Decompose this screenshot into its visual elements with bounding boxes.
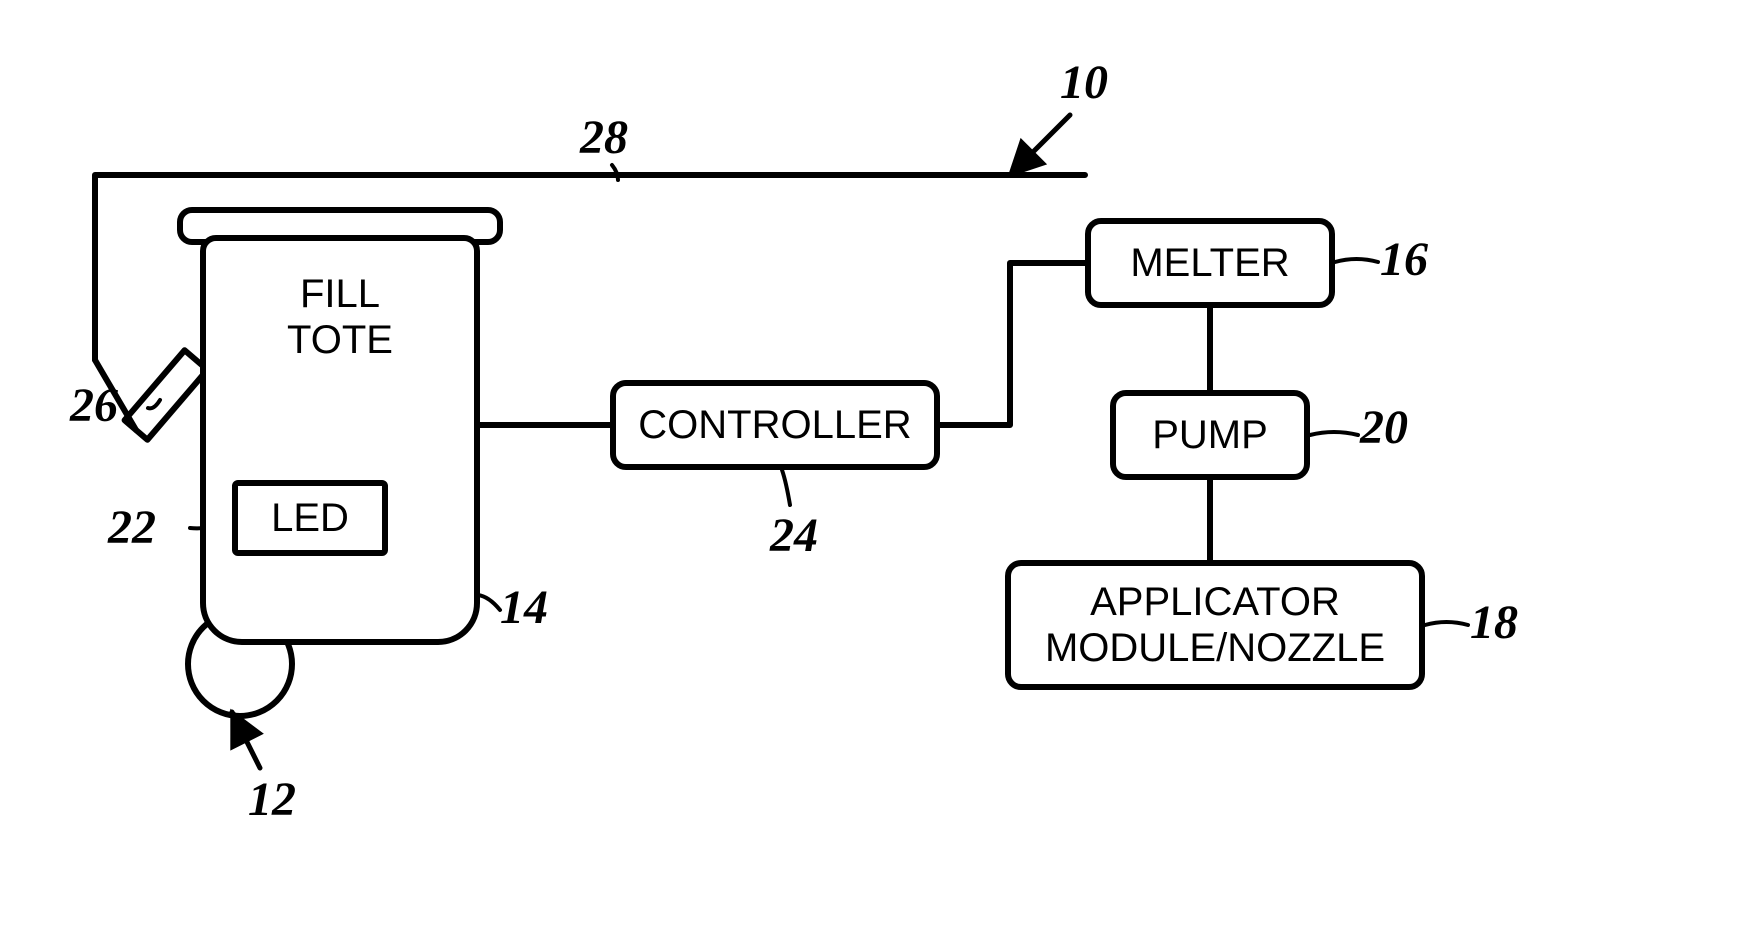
ref-12: 12	[248, 772, 296, 827]
pump-label: PUMP	[1152, 412, 1268, 458]
led-label: LED	[271, 495, 349, 541]
ref-16: 16	[1380, 232, 1428, 287]
fill-tote: FILL TOTE	[200, 235, 480, 645]
fill-tote-text-2: TOTE	[287, 318, 393, 362]
controller-block: CONTROLLER	[610, 380, 940, 470]
diagram-canvas: FILL TOTE LED CONTROLLER MELTER PUMP APP…	[0, 0, 1751, 930]
pump-block: PUMP	[1110, 390, 1310, 480]
ref-14: 14	[500, 580, 548, 635]
ref-10: 10	[1060, 55, 1108, 110]
applicator-label: APPLICATOR MODULE/NOZZLE	[1045, 579, 1385, 671]
ref-20: 20	[1360, 400, 1408, 455]
ref-26: 26	[70, 378, 118, 433]
applicator-block: APPLICATOR MODULE/NOZZLE	[1005, 560, 1425, 690]
controller-label: CONTROLLER	[638, 402, 911, 448]
ref-24: 24	[770, 508, 818, 563]
ref-28: 28	[580, 110, 628, 165]
melter-block: MELTER	[1085, 218, 1335, 308]
fill-tote-text-1: FILL	[300, 272, 380, 316]
led-indicator: LED	[232, 480, 388, 556]
ref-18: 18	[1470, 595, 1518, 650]
fill-tote-label: FILL TOTE	[206, 271, 474, 363]
ref-22: 22	[108, 500, 156, 555]
melter-label: MELTER	[1130, 240, 1289, 286]
applicator-text-2: MODULE/NOZZLE	[1045, 626, 1385, 670]
applicator-text-1: APPLICATOR	[1090, 580, 1340, 624]
